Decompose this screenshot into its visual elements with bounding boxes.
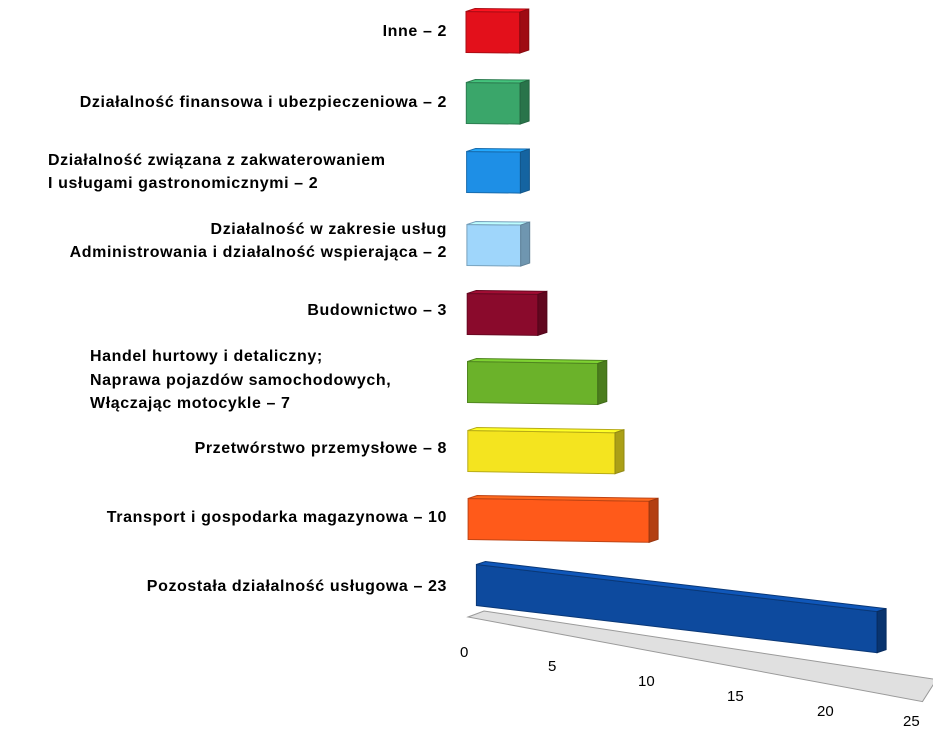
category-label: Działalność finansowa i ubezpieczeniowa …	[79, 94, 447, 111]
x-tick-label: 5	[548, 658, 556, 675]
category-label: Działalność w zakresie usług	[210, 221, 447, 238]
bar-side-4	[537, 290, 548, 337]
category-label: Pozostała działalność usługowa – 23	[146, 578, 447, 595]
x-tick-label: 25	[903, 713, 920, 729]
bar-side-5	[597, 359, 608, 406]
bar-top-3	[466, 220, 530, 226]
bar-side-7	[648, 497, 659, 543]
bar-side-6	[614, 429, 625, 475]
x-tick-label: 10	[638, 673, 655, 690]
category-label: Przetwórstwo przemysłowe – 8	[194, 440, 447, 457]
bar-top-1	[466, 78, 530, 84]
bar-side-2	[519, 148, 530, 194]
category-label: Inne – 2	[382, 23, 447, 40]
bar-side-3	[520, 221, 531, 267]
bar-side-0	[519, 8, 530, 54]
x-tick-label: 20	[817, 703, 834, 720]
category-label: Budownictwo – 3	[307, 302, 447, 319]
bar-side-1	[519, 79, 530, 125]
bar-2	[466, 150, 521, 194]
category-label: Handel hurtowy i detaliczny;	[90, 348, 323, 365]
x-tick-label: 0	[460, 644, 468, 661]
bar-6	[467, 429, 616, 475]
category-label: Transport i gospodarka magazynowa – 10	[106, 509, 447, 526]
bar-top-4	[467, 289, 548, 295]
bar-0	[465, 10, 521, 54]
bar-7	[467, 497, 650, 543]
bar-1	[465, 81, 521, 125]
bar-3	[466, 223, 522, 267]
bar-4	[466, 292, 539, 336]
bar-side-8	[876, 607, 887, 654]
category-label: Administrowania i działalność wspierając…	[69, 244, 447, 261]
bar-8	[475, 563, 878, 654]
category-label: Działalność związana z zakwaterowaniem	[48, 152, 386, 169]
bar-top-0	[465, 7, 529, 13]
category-label: I usługami gastronomicznymi – 2	[48, 175, 319, 192]
bar-top-2	[466, 147, 530, 153]
bar-5	[467, 360, 599, 405]
category-label: Naprawa pojazdów samochodowych,	[90, 372, 392, 389]
floor-plane	[466, 610, 933, 703]
x-tick-label: 15	[727, 688, 744, 705]
category-label: Włączając motocykle – 7	[90, 395, 291, 412]
